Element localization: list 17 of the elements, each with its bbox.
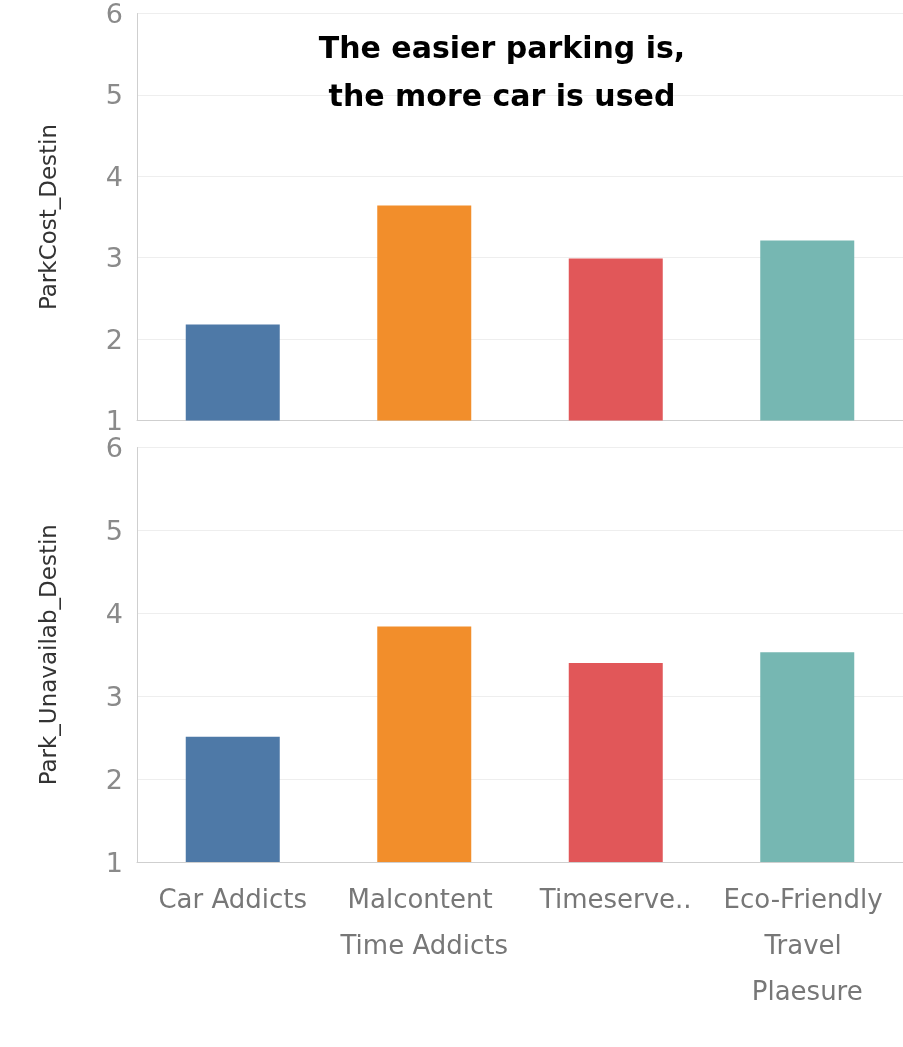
y-tick-label: 5 [105, 79, 123, 111]
x-tick-label: Eco-Friendly Travel Plaesure [723, 884, 891, 1006]
text: The easier parking is, the more car is used [318, 29, 686, 113]
y-tick-label: 5 [105, 514, 123, 546]
y-tick-label: 3 [105, 680, 123, 712]
x-tick-label: Timeserve.. [538, 884, 692, 914]
y-tick-label: 3 [105, 242, 123, 274]
y-axis-title: Park_Unavailab_Destin [34, 524, 61, 786]
y-axis-title: ParkCost_Destin [34, 123, 61, 311]
y-tick-label: 1 [105, 846, 123, 878]
x-tick-label: Car Addicts [158, 884, 308, 914]
y-tick-label: 2 [105, 323, 123, 355]
y-tick-label: 4 [105, 597, 123, 629]
y-tick-label: 6 [105, 0, 123, 29]
x-tick-label: Malcontent Time Addicts [339, 884, 508, 960]
y-tick-label: 2 [105, 763, 123, 795]
y-tick-label: 4 [105, 160, 123, 192]
